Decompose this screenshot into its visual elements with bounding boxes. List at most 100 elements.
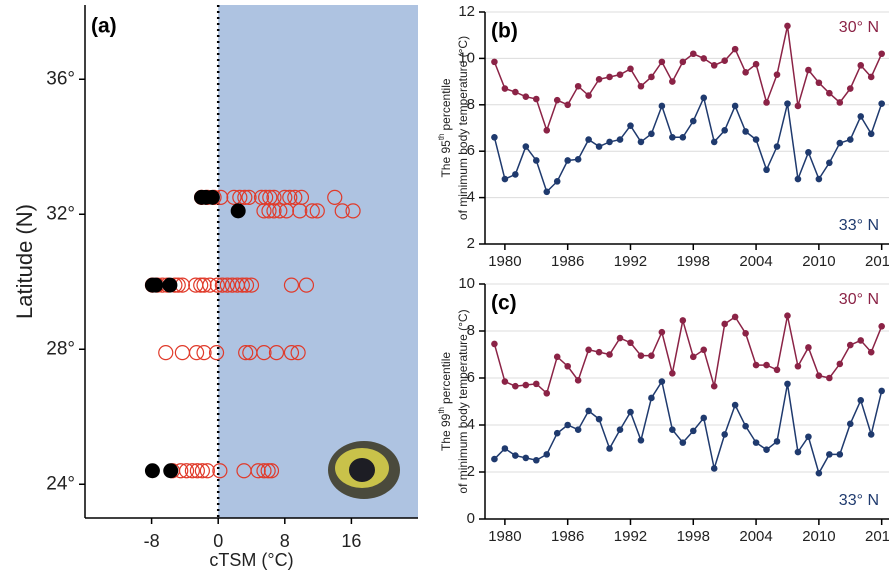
data-point [491, 58, 498, 66]
data-point [867, 130, 875, 138]
data-point [752, 361, 760, 369]
data-point [263, 463, 280, 479]
data-point [627, 122, 634, 129]
data-point [532, 456, 540, 464]
data-point [309, 203, 325, 219]
data-point [878, 50, 885, 58]
data-point [710, 138, 718, 146]
x-tick-label: -8 [144, 531, 160, 551]
data-point [658, 58, 666, 66]
data-point [616, 136, 624, 143]
x-tick-label: 1986 [551, 253, 584, 270]
y-tick-label: 8 [467, 96, 475, 113]
data-point [272, 203, 288, 219]
data-point [553, 96, 561, 104]
y-label-superscript: th [437, 407, 446, 414]
data-point [256, 203, 272, 219]
data-point [595, 415, 603, 423]
data-point [543, 451, 551, 458]
y-axis-label: Latitude (N) [12, 204, 37, 319]
data-point [304, 203, 320, 219]
data-point [763, 361, 770, 369]
data-point [669, 133, 676, 141]
x-tick-label: 8 [280, 531, 290, 551]
data-point [237, 189, 253, 205]
x-tick-label: 1980 [488, 253, 521, 270]
y-tick-label: 6 [467, 142, 475, 159]
data-point [501, 378, 509, 385]
data-point [178, 463, 195, 479]
y-tick-label: 32° [46, 203, 75, 224]
data-point [857, 337, 865, 344]
data-point [241, 189, 257, 205]
data-point [553, 178, 561, 185]
x-tick-label: 1986 [551, 528, 584, 545]
data-point [522, 381, 530, 389]
shell-center [349, 458, 375, 482]
data-point [327, 189, 343, 205]
data-point [543, 389, 551, 397]
limpet-photo [328, 441, 400, 499]
data-point [815, 469, 823, 477]
data-point [648, 352, 655, 359]
data-point [585, 346, 592, 354]
series-line [493, 379, 883, 476]
data-point [763, 99, 770, 106]
y-tick-label: 28° [46, 338, 75, 359]
y-label-text: The 95 [439, 140, 453, 178]
data-point [731, 102, 739, 110]
x-tick-label: 2004 [739, 253, 772, 270]
data-point [606, 445, 613, 452]
data-point [648, 73, 655, 81]
data-point [606, 351, 613, 358]
data-point [637, 82, 645, 90]
y-tick-label: 0 [467, 510, 475, 527]
x-tick-label: 2016 [865, 528, 889, 545]
data-point [689, 117, 697, 125]
y-label-text: percentile [439, 352, 453, 404]
data-point [501, 445, 509, 452]
y-axis-label: The 95th percentile [437, 78, 453, 177]
data-point [836, 451, 844, 458]
data-point [658, 102, 666, 110]
data-point [731, 45, 739, 53]
x-tick-label: 1998 [677, 528, 710, 545]
data-point [637, 138, 645, 146]
data-point [238, 277, 255, 293]
data-point [721, 431, 728, 438]
data-point [679, 58, 687, 66]
data-point [627, 65, 634, 73]
data-point [721, 127, 728, 134]
x-tick-label: 1992 [614, 253, 647, 270]
data-point [162, 277, 178, 293]
series-line [493, 315, 883, 395]
data-point [256, 345, 272, 361]
data-point [669, 370, 676, 377]
y-label-superscript: th [437, 134, 446, 141]
data-point [805, 344, 812, 351]
data-point [606, 138, 613, 146]
data-point [158, 345, 174, 361]
data-point [867, 348, 875, 356]
data-point [522, 143, 530, 150]
data-point [189, 463, 205, 479]
data-point [710, 465, 718, 472]
y-tick-label: 12 [458, 3, 475, 20]
data-point [846, 136, 854, 143]
data-point [710, 62, 718, 69]
data-point [204, 189, 220, 205]
data-point [773, 366, 781, 374]
data-point [234, 277, 250, 293]
data-point [826, 159, 833, 167]
data-point [574, 156, 582, 163]
data-point [867, 73, 875, 81]
y-label-text: The 99 [439, 413, 453, 451]
y-tick-label: 4 [467, 189, 475, 206]
data-point [278, 203, 295, 219]
x-tick-label: 2016 [865, 253, 889, 270]
panel-label: (b) [491, 20, 518, 43]
panel: 24° 28° 32° 36° -8 0 8 16 (a) cTSM (°C) Latitude (… [12, 5, 418, 570]
y-tick-label: 36° [46, 68, 75, 89]
